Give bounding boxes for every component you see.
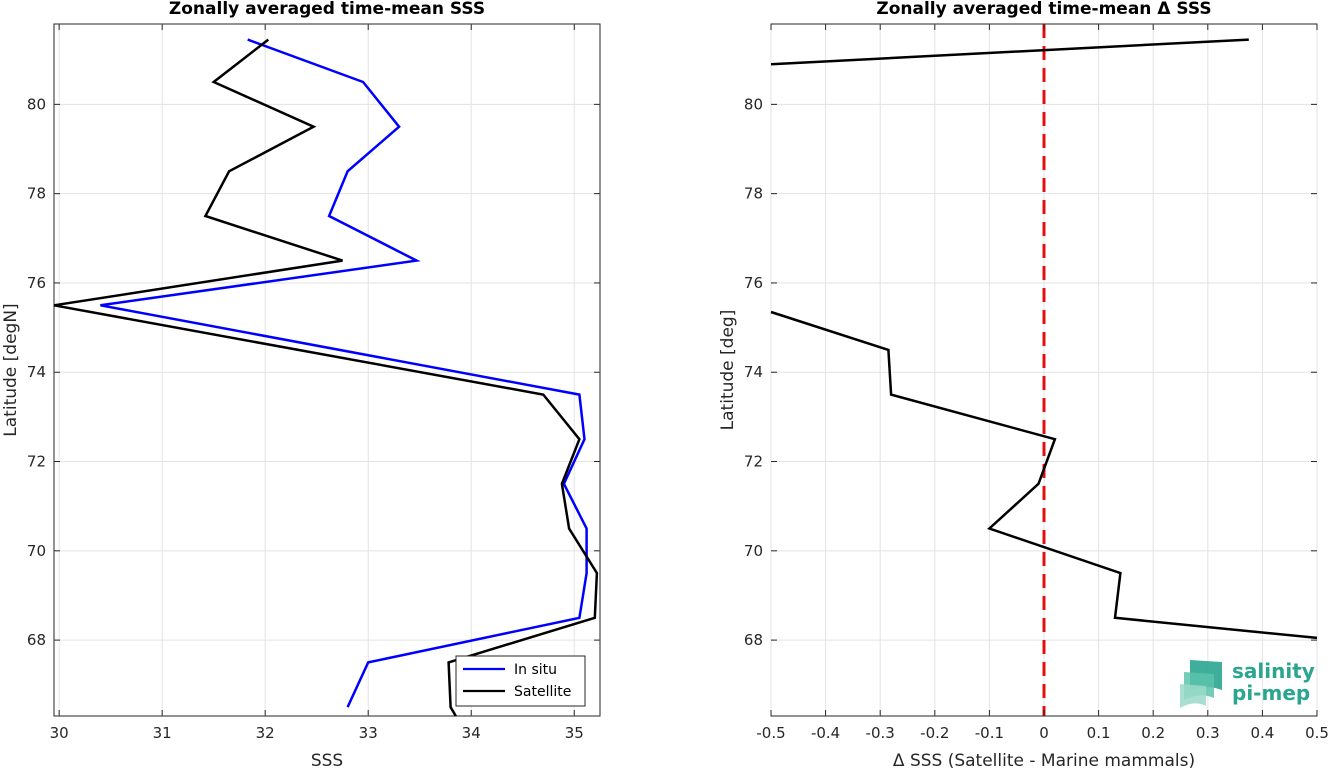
sss-grid [54, 24, 600, 716]
delta-ticks: -0.5 -0.4 -0.3 -0.2 -0.1 0 0.1 0.2 0.3 0.4 0.5 68 70… [744, 24, 1329, 742]
x-tick-label: 32 [256, 724, 275, 742]
x-tick-label: -0.3 [866, 724, 895, 742]
x-tick-label: 0.3 [1196, 724, 1220, 742]
y-tick-label: 76 [27, 274, 46, 292]
sss-title: Zonally averaged time-mean SSS [169, 0, 485, 19]
y-tick-label: 72 [744, 453, 763, 471]
x-tick-label: -0.5 [756, 724, 785, 742]
sss-ticks: 30 31 32 33 34 35 68 70 72 74 76 78 80 [27, 24, 600, 742]
delta-xlabel: Δ SSS (Satellite - Marine mammals) [893, 751, 1195, 769]
x-tick-label: 31 [153, 724, 172, 742]
y-tick-label: 78 [27, 185, 46, 203]
y-tick-label: 78 [744, 185, 763, 203]
sss-xlabel: SSS [311, 751, 343, 769]
y-tick-label: 72 [27, 453, 46, 471]
x-tick-label: 30 [50, 724, 69, 742]
y-tick-label: 80 [744, 95, 763, 113]
x-tick-label: 0 [1039, 724, 1049, 742]
sss-plot-area [53, 23, 601, 717]
sss-ylabel: Latitude [degN] [1, 303, 21, 436]
y-tick-label: 74 [27, 363, 46, 381]
delta-lines [770, 38, 1318, 640]
x-tick-label: 0.2 [1141, 724, 1165, 742]
legend-box [455, 655, 586, 707]
logo-line2: pi-mep [1232, 681, 1310, 705]
in-situ-series-line [100, 38, 588, 708]
y-tick-label: 68 [744, 631, 763, 649]
x-tick-label: 0.5 [1305, 724, 1329, 742]
sss-panel: 30 31 32 33 34 35 68 70 72 74 76 78 80 Zonally avera… [1, 0, 601, 769]
x-tick-label: -0.1 [975, 724, 1004, 742]
y-tick-label: 74 [744, 363, 763, 381]
satellite-series-line [53, 38, 599, 717]
salinity-pimep-logo: salinity pi-mep [1180, 659, 1315, 708]
y-tick-label: 70 [744, 542, 763, 560]
logo-wave-icon [1180, 660, 1222, 708]
sss-lines [53, 38, 599, 717]
delta-series-line [770, 38, 1249, 66]
logo-line1: salinity [1232, 659, 1315, 683]
delta-series-line [770, 310, 1318, 640]
legend-satellite-label: Satellite [514, 684, 571, 700]
delta-ylabel: Latitude [deg] [718, 310, 738, 431]
y-tick-label: 76 [744, 274, 763, 292]
legend-insitu-label: In situ [514, 662, 557, 678]
x-tick-label: 33 [359, 724, 378, 742]
sss-legend: In situ Satellite [455, 655, 586, 707]
delta-sss-panel: -0.5 -0.4 -0.3 -0.2 -0.1 0 0.1 0.2 0.3 0.4 0.5 68 70… [718, 0, 1329, 769]
x-tick-label: -0.2 [920, 724, 949, 742]
x-tick-label: 0.1 [1087, 724, 1111, 742]
x-tick-label: 35 [565, 724, 584, 742]
x-tick-label: 34 [462, 724, 481, 742]
y-tick-label: 68 [27, 631, 46, 649]
x-tick-label: 0.4 [1250, 724, 1274, 742]
y-tick-label: 80 [27, 95, 46, 113]
x-tick-label: -0.4 [811, 724, 840, 742]
y-tick-label: 70 [27, 542, 46, 560]
delta-title: Zonally averaged time-mean Δ SSS [876, 0, 1211, 19]
